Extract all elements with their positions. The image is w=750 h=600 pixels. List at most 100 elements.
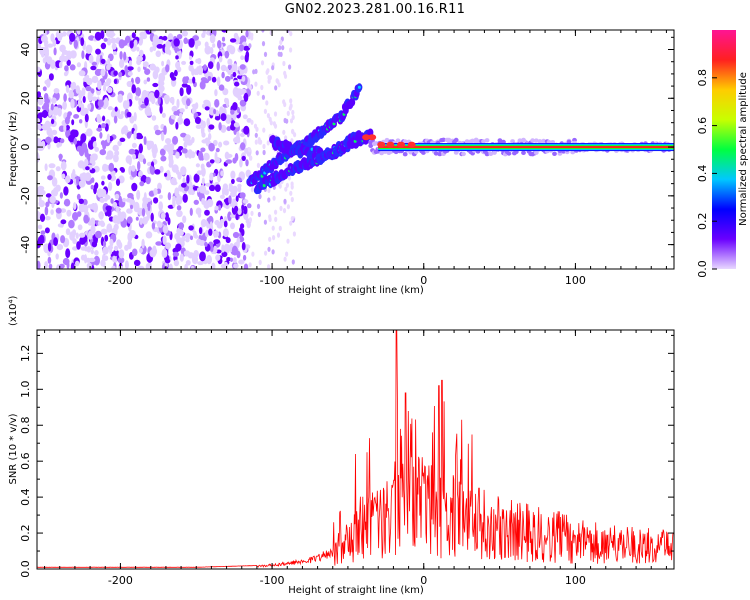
noise-blob (86, 128, 93, 137)
noise-blob (129, 230, 136, 238)
noise-blob (139, 31, 147, 37)
noise-blob (134, 95, 139, 101)
noise-blob (57, 223, 64, 228)
snr-ticks: -200 -100 0 100 0.0 0.2 0.4 0.6 0.8 1.0 1.2 (19, 330, 674, 587)
noise-blob (76, 193, 81, 200)
noise-blob (50, 103, 54, 111)
noise-blob (188, 55, 193, 60)
noise-blob (231, 178, 235, 184)
noise-blob (233, 122, 240, 128)
noise-blob (229, 45, 236, 55)
noise-blob (46, 43, 54, 48)
noise-blob (289, 220, 293, 226)
noise-blob (139, 181, 145, 187)
x-tick-label: -100 (260, 574, 285, 587)
noise-blob (99, 132, 103, 139)
noise-blob (256, 203, 261, 209)
noise-blob (243, 125, 250, 135)
noise-blob (231, 245, 238, 256)
noise-blob (221, 36, 226, 42)
carrier-halo (384, 137, 390, 143)
noise-blob (48, 110, 52, 117)
noise-blob (274, 85, 278, 91)
noise-blob (208, 142, 215, 152)
noise-blob (88, 54, 94, 64)
noise-blob (246, 203, 252, 209)
noise-blob (176, 34, 183, 40)
noise-blob (149, 63, 156, 70)
noise-blob (291, 259, 295, 265)
noise-blob (95, 48, 101, 55)
noise-blob (256, 162, 260, 168)
snr-frame (36, 329, 675, 570)
noise-blob (193, 230, 197, 239)
noise-blob (93, 255, 101, 266)
noise-blob (230, 222, 235, 230)
noise-blob (216, 76, 221, 87)
noise-blob (66, 59, 71, 66)
noise-blob (61, 55, 69, 62)
noise-blob (70, 98, 75, 109)
noise-blob (181, 60, 187, 65)
noise-blob (257, 211, 261, 218)
noise-blob (72, 169, 76, 177)
noise-blob (254, 139, 258, 145)
spectrogram-ylabel: Frequency (Hz) (8, 111, 19, 187)
noise-blob (175, 243, 182, 252)
noise-blob (42, 57, 48, 64)
noise-blob (204, 241, 208, 247)
noise-blob (153, 197, 159, 204)
carrier-halo (368, 143, 374, 148)
noise-blob (178, 230, 184, 237)
noise-blob (242, 114, 248, 120)
noise-blob (85, 166, 90, 171)
noise-blob (63, 186, 69, 196)
noise-blob (265, 69, 269, 75)
noise-blob (100, 42, 107, 50)
noise-blob (89, 217, 96, 227)
noise-blob (79, 236, 86, 245)
colorbar-ticks: 0.0 0.2 0.4 0.6 0.8 (696, 69, 717, 278)
x-tick-label: 100 (565, 574, 586, 587)
noise-blob (92, 141, 97, 149)
noise-blob (223, 220, 228, 228)
noise-blob (68, 134, 76, 143)
noise-blob (204, 209, 210, 216)
noise-blob (147, 201, 151, 212)
noise-blob (118, 71, 123, 78)
noise-blob (114, 106, 118, 112)
noise-blob (220, 64, 227, 72)
noise-blob (237, 208, 242, 216)
noise-blob (53, 136, 59, 144)
noise-blob (72, 229, 77, 236)
noise-blob (127, 239, 132, 250)
noise-blob (111, 175, 117, 181)
noise-blob (66, 209, 72, 217)
noise-blob (199, 184, 207, 194)
noise-blob (138, 36, 144, 46)
noise-blob (126, 208, 131, 214)
noise-blob (140, 104, 147, 109)
noise-blob (195, 124, 202, 129)
noise-blob (122, 197, 126, 203)
noise-blob (185, 260, 191, 266)
noise-blob (181, 148, 188, 154)
noise-blob (186, 98, 191, 107)
noise-blob (65, 84, 70, 94)
noise-blob (91, 96, 98, 102)
noise-blob (268, 116, 272, 122)
noise-blob (283, 101, 287, 108)
noise-blob (204, 106, 210, 111)
noise-blob (52, 187, 59, 197)
noise-blob (37, 124, 42, 130)
noise-blob (261, 30, 265, 33)
noise-blob (151, 222, 156, 230)
noise-blob (271, 225, 275, 231)
noise-blob (127, 71, 133, 76)
noise-blob (239, 132, 245, 138)
noise-blob (126, 131, 132, 139)
noise-blob (37, 43, 42, 49)
noise-blob (131, 182, 138, 192)
noise-blob (181, 30, 188, 37)
